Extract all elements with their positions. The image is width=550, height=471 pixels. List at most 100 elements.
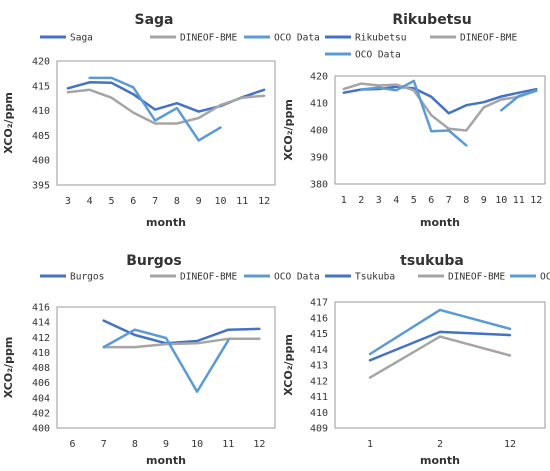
x-tick-label: 10 bbox=[191, 439, 203, 450]
y-tick-label: 410 bbox=[310, 408, 328, 419]
legend-label-burgos: Burgos bbox=[70, 272, 104, 283]
y-axis-label: XCO₂/ppm bbox=[282, 334, 295, 396]
x-tick-label: 1 bbox=[367, 439, 373, 450]
y-tick-label: 415 bbox=[310, 329, 328, 340]
x-tick-label: 6 bbox=[70, 439, 76, 450]
y-tick-label: 405 bbox=[32, 131, 50, 142]
y-tick-label: 420 bbox=[32, 57, 50, 68]
chart-title: tsukuba bbox=[400, 253, 464, 269]
series-line-dineof-bme-0 bbox=[102, 337, 261, 349]
chart-panel-burgos: Burgos Burgos DINEOF-BME OCO Data 400 402 404 4… bbox=[2, 253, 320, 467]
y-tick-label: 414 bbox=[310, 345, 328, 356]
x-tick-label: 11 bbox=[236, 196, 248, 207]
x-tick-label: 2 bbox=[437, 439, 443, 450]
y-tick-label: 402 bbox=[32, 408, 50, 419]
y-tick-label: 417 bbox=[310, 298, 328, 309]
chart-panel-rikubetsu: Rikubetsu Rikubetsu DINEOF-BME OCO Data 380 3… bbox=[282, 12, 546, 229]
y-tick-label: 412 bbox=[310, 376, 328, 387]
y-axis-label: XCO₂/ppm bbox=[2, 92, 15, 154]
x-tick-label: 11 bbox=[222, 439, 234, 450]
y-tick-label: 411 bbox=[310, 392, 328, 403]
x-tick-label: 11 bbox=[513, 195, 525, 206]
y-tick-label: 406 bbox=[32, 378, 50, 389]
legend-label-oco-data: OCO Data bbox=[274, 272, 320, 283]
legend-label-oco-data: OCO Data bbox=[540, 272, 550, 283]
x-tick-label: 6 bbox=[130, 196, 136, 207]
y-tick-label: 400 bbox=[32, 424, 50, 435]
plot-area bbox=[56, 306, 276, 429]
x-tick-label: 7 bbox=[446, 195, 452, 206]
x-tick-label: 2 bbox=[358, 195, 364, 206]
y-axis-label: XCO₂/ppm bbox=[2, 337, 15, 399]
y-tick-label: 410 bbox=[310, 99, 328, 110]
y-tick-label: 416 bbox=[32, 303, 50, 314]
x-tick-label: 5 bbox=[411, 195, 417, 206]
legend-label-tsukuba: Tsukuba bbox=[355, 272, 395, 283]
y-tick-label: 410 bbox=[32, 348, 50, 359]
x-tick-label: 5 bbox=[108, 196, 114, 207]
x-tick-label: 12 bbox=[530, 195, 542, 206]
series-line-oco-data-1 bbox=[500, 89, 538, 112]
x-axis-label: month bbox=[420, 454, 460, 467]
y-tick-label: 395 bbox=[32, 181, 50, 192]
chart-title: Rikubetsu bbox=[392, 12, 471, 28]
y-tick-label: 409 bbox=[310, 424, 328, 435]
x-tick-label: 4 bbox=[87, 196, 93, 207]
legend-label-dineof-bme: DINEOF-BME bbox=[180, 33, 237, 44]
x-tick-label: 8 bbox=[463, 195, 469, 206]
x-tick-label: 1 bbox=[341, 195, 347, 206]
series-line-dineof-bme-0 bbox=[66, 88, 266, 125]
y-tick-label: 390 bbox=[310, 153, 328, 164]
y-tick-label: 410 bbox=[32, 106, 50, 117]
chart-panel-tsukuba: tsukuba Tsukuba DINEOF-BME OCO Data 409 410 41… bbox=[282, 253, 550, 467]
x-tick-label: 8 bbox=[132, 439, 138, 450]
x-tick-label: 10 bbox=[214, 196, 226, 207]
y-tick-label: 400 bbox=[32, 156, 50, 167]
x-tick-label: 10 bbox=[495, 195, 507, 206]
y-tick-label: 380 bbox=[310, 180, 328, 191]
chart-title: Burgos bbox=[126, 253, 182, 269]
series-line-oco-data-0 bbox=[360, 79, 468, 147]
legend-label-oco-data: OCO Data bbox=[274, 33, 320, 44]
x-axis-label: month bbox=[146, 454, 186, 467]
x-tick-label: 6 bbox=[428, 195, 434, 206]
x-tick-label: 12 bbox=[504, 439, 516, 450]
x-tick-label: 7 bbox=[101, 439, 107, 450]
plot-area bbox=[334, 75, 546, 185]
legend-label-dineof-bme: DINEOF-BME bbox=[460, 33, 517, 44]
x-tick-label: 7 bbox=[152, 196, 158, 207]
series-line-dineof-bme-0 bbox=[342, 82, 538, 132]
y-tick-label: 404 bbox=[32, 393, 50, 404]
y-axis-label: XCO₂/ppm bbox=[282, 99, 295, 161]
y-tick-label: 414 bbox=[32, 318, 50, 329]
legend-label-saga: Saga bbox=[70, 33, 93, 44]
series-line-saga-0 bbox=[66, 81, 266, 113]
x-tick-label: 12 bbox=[253, 439, 265, 450]
x-tick-label: 9 bbox=[481, 195, 487, 206]
series-line-oco-data-0 bbox=[88, 76, 222, 142]
series-line-rikubetsu-0 bbox=[342, 85, 538, 115]
series-line-oco-data-0 bbox=[102, 328, 230, 393]
y-tick-label: 412 bbox=[32, 333, 50, 344]
x-tick-label: 12 bbox=[258, 196, 270, 207]
y-tick-label: 408 bbox=[32, 363, 50, 374]
y-tick-label: 420 bbox=[310, 72, 328, 83]
x-tick-label: 3 bbox=[65, 196, 71, 207]
series-line-dineof-bme-0 bbox=[368, 335, 512, 379]
x-tick-label: 3 bbox=[376, 195, 382, 206]
legend-label-dineof-bme: DINEOF-BME bbox=[448, 272, 505, 283]
x-tick-label: 9 bbox=[196, 196, 202, 207]
series-line-tsukuba-0 bbox=[368, 330, 512, 362]
legend-label-rikubetsu: Rikubetsu bbox=[355, 33, 406, 44]
chart-title: Saga bbox=[135, 12, 174, 28]
y-tick-label: 413 bbox=[310, 361, 328, 372]
x-tick-label: 4 bbox=[393, 195, 399, 206]
plot-area bbox=[56, 60, 276, 186]
x-tick-label: 9 bbox=[163, 439, 169, 450]
y-tick-label: 416 bbox=[310, 313, 328, 324]
y-tick-label: 400 bbox=[310, 126, 328, 137]
x-axis-label: month bbox=[146, 216, 186, 229]
x-axis-label: month bbox=[420, 216, 460, 229]
